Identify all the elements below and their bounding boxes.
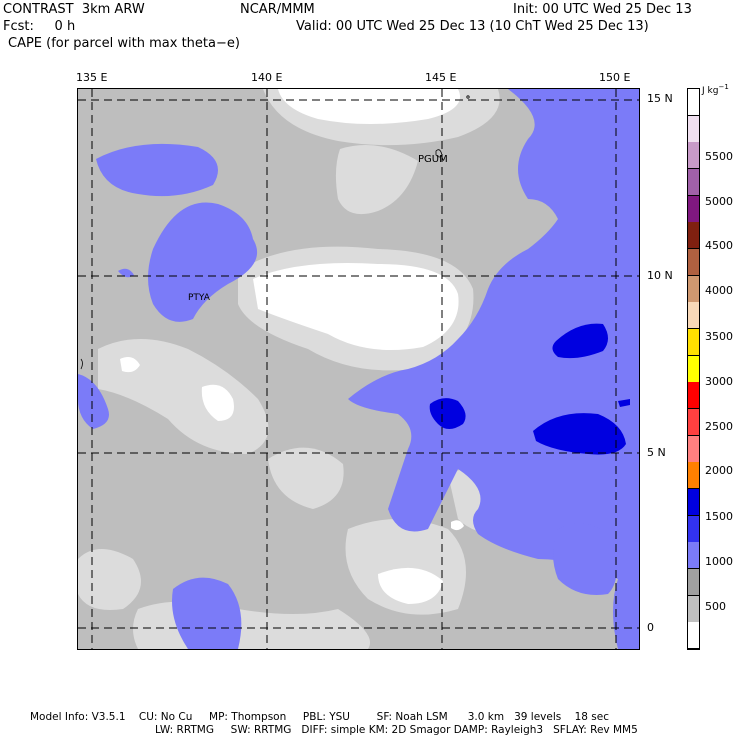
colorbar-segment [688,115,699,143]
footer-physics-info: LW: RRTMG SW: RRTMG DIFF: simple KM: 2D … [155,724,638,736]
lat-label-15n: 15 N [647,92,673,105]
valid-time: Valid: 00 UTC Wed 25 Dec 13 (10 ChT Wed … [296,19,649,34]
field-title: CAPE (for parcel with max theta−e) [8,36,240,51]
colorbar-segment [688,382,699,410]
colorbar-label-1000: 1000 [705,555,733,568]
init-time: Init: 00 UTC Wed 25 Dec 13 [513,2,692,17]
cape-field-plot: PGUM PTYA [78,89,639,649]
colorbar-label-5000: 5000 [705,195,733,208]
guam-coast [435,149,443,158]
model-title: CONTRAST 3km ARW [3,2,145,17]
colorbar-label-1500: 1500 [705,510,733,523]
colorbar-segment [688,275,699,303]
lat-lon-grid [78,89,639,649]
colorbar-label-500: 500 [705,600,726,613]
colorbar-segment [688,89,699,117]
colorbar-segment [688,142,699,170]
forecast-hour: Fcst: 0 h [3,19,76,34]
cape-band-0-500 [120,89,464,604]
colorbar-segment [688,222,699,250]
colorbar-segment [688,302,699,330]
lat-label-10n: 10 N [647,269,673,282]
colorbar-label-3500: 3500 [705,330,733,343]
cape-band-2000-2500 [429,323,630,455]
colorbar-segment [688,435,699,463]
colorbar-label-2000: 2000 [705,464,733,477]
island-marker [466,95,470,99]
colorbar-segment [688,542,699,570]
colorbar-segment [688,569,699,597]
colorbar-segment [688,249,699,277]
lat-label-5n: 5 N [647,446,666,459]
colorbar-label-5500: 5500 [705,150,733,163]
colorbar-segment [688,595,699,623]
lon-label-140: 140 E [251,71,283,84]
palau-coast [80,358,83,370]
colorbar-segment [688,622,699,650]
colorbar-segment [688,515,699,543]
colorbar-segment [688,409,699,437]
footer-model-info: Model Info: V3.5.1 CU: No Cu MP: Thompso… [30,711,609,723]
cape-band-1500-2000 [78,89,639,649]
colorbar-segment [688,169,699,197]
colorbar [687,88,700,650]
colorbar-segment [688,329,699,357]
center-label: NCAR/MMM [240,2,315,17]
colorbar-segment [688,462,699,490]
colorbar-segment [688,489,699,517]
lat-label-0: 0 [647,621,654,634]
colorbar-label-4000: 4000 [705,284,733,297]
colorbar-segment [688,195,699,223]
colorbar-label-4500: 4500 [705,239,733,252]
coastlines [80,95,470,370]
lon-label-135: 135 E [76,71,108,84]
lon-label-145: 145 E [425,71,457,84]
station-label-ptya: PTYA [188,293,211,303]
station-label-pgum: PGUM [418,154,448,165]
lon-label-150: 150 E [599,71,631,84]
cape-map[interactable]: PGUM PTYA [77,88,640,650]
colorbar-label-2500: 2500 [705,420,733,433]
colorbar-unit: J kg−1 [702,83,729,96]
colorbar-label-3000: 3000 [705,375,733,388]
colorbar-segment [688,355,699,383]
